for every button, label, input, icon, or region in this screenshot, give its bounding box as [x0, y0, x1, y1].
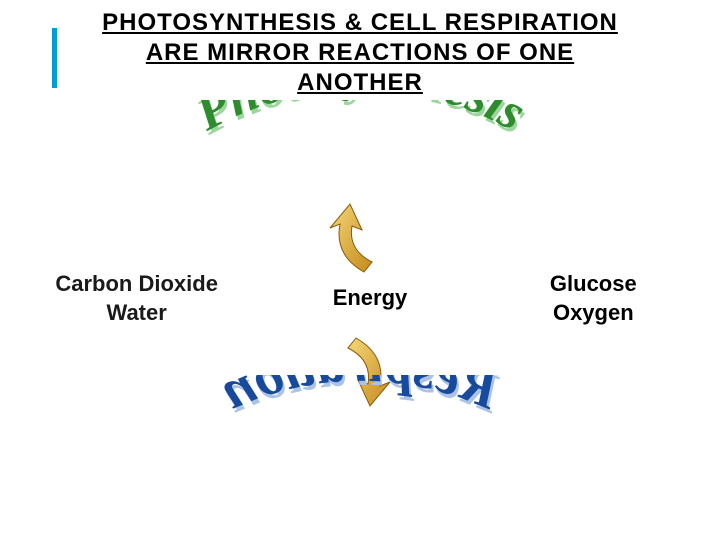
outputs-label: Glucose Oxygen: [493, 270, 693, 327]
title-line3: ANOTHER: [297, 69, 423, 96]
glucose-label: Glucose: [493, 270, 693, 299]
labels-row: Carbon Dioxide Water Energy Glucose Oxyg…: [0, 270, 720, 327]
water-label: Water: [27, 299, 247, 328]
energy-label: Energy: [300, 284, 440, 313]
inputs-label: Carbon Dioxide Water: [27, 270, 247, 327]
photosynthesis-shadow: Photosynthesis: [187, 100, 536, 146]
title-accent-bar: [52, 28, 57, 88]
carbon-dioxide-label: Carbon Dioxide: [27, 270, 247, 299]
oxygen-label: Oxygen: [493, 299, 693, 328]
title-line2: ARE MIRROR REACTIONS OF ONE: [146, 39, 574, 66]
title-line1: PHOTOSYNTHESIS & CELL RESPIRATION: [102, 9, 618, 36]
photosynthesis-text: Photosynthesis: [185, 100, 534, 142]
page-title: PHOTOSYNTHESIS & CELL RESPIRATION ARE MI…: [0, 0, 720, 98]
energy-arrow-up: [320, 200, 400, 280]
energy-arrow-down: [320, 330, 400, 410]
cycle-diagram: Photosynthesis Photosynthesis Carbon Dio…: [0, 100, 720, 540]
